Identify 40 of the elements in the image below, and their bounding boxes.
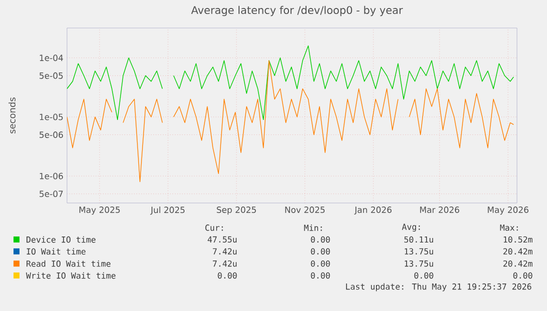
- text: Min:: [304, 224, 322, 231]
- y-tick-label: 1e-04: [40, 54, 63, 62]
- text: 10.52m: [504, 236, 532, 243]
- text: 47.55u: [208, 236, 237, 243]
- text: Cur:: [205, 224, 223, 231]
- y-tick-label: 1e-06: [40, 172, 63, 180]
- y-tick-label: 5e-06: [40, 132, 63, 138]
- text: 0.00: [310, 248, 330, 255]
- y-tick-label: 5e-07: [40, 190, 63, 198]
- text: 0.00: [310, 260, 330, 267]
- text: 13.75u: [404, 260, 434, 267]
- text: 0.00: [310, 272, 330, 279]
- x-tick-label: Jul 2025: [150, 206, 185, 215]
- text: 13.75u: [404, 248, 434, 255]
- text: 20.42m: [503, 260, 532, 267]
- text: Avg:: [402, 224, 420, 232]
- text: 50.11u: [404, 236, 434, 243]
- text: 0.00: [218, 272, 237, 279]
- legend-label: Write IO Wait time: [26, 272, 116, 279]
- x-tick-label: Jan 2026: [354, 206, 392, 215]
- text: Max:: [500, 224, 518, 231]
- text: 7.42u: [212, 248, 237, 255]
- text: Last update: Thu May 21 19:25:37 2026: [346, 283, 532, 292]
- text: 0.00: [310, 236, 330, 243]
- text: 0.00: [513, 272, 532, 279]
- text: 0.00: [414, 272, 434, 279]
- x-tick-label: May 2025: [79, 206, 120, 215]
- legend-label: IO Wait time: [26, 248, 86, 255]
- x-tick-label: Mar 2026: [420, 206, 460, 213]
- x-tick-label: May 2026: [488, 206, 528, 215]
- legend-label: Read IO Wait time: [26, 260, 110, 267]
- y-axis-title: seconds: [8, 98, 16, 134]
- legend-label: Device IO time: [26, 236, 96, 243]
- x-tick-label: Nov 2025: [285, 206, 325, 213]
- y-tick-label: 1e-05: [40, 114, 63, 120]
- text: 7.42u: [212, 260, 237, 267]
- text: 20.42m: [503, 248, 532, 255]
- y-tick-label: 5e-05: [40, 72, 63, 79]
- chart-title: Average latency for /dev/loop0 - by year: [191, 6, 403, 16]
- x-tick-label: Sep 2025: [216, 206, 256, 215]
